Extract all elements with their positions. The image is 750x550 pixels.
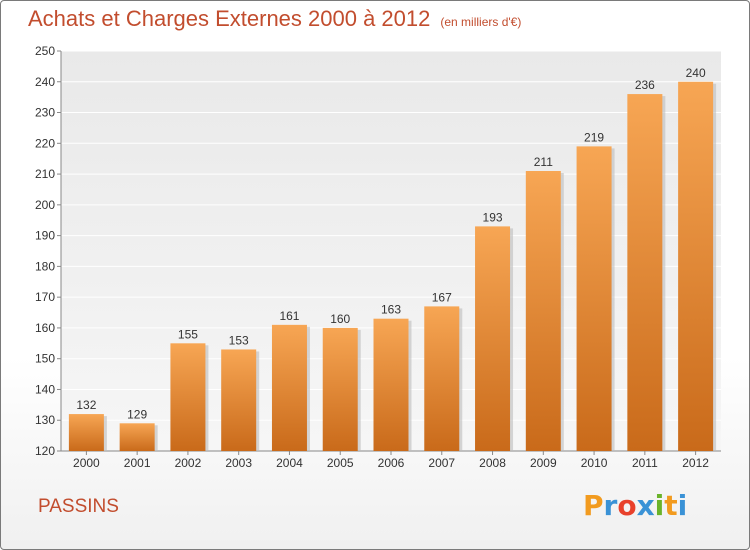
bar bbox=[322, 327, 358, 451]
bar-value-label: 163 bbox=[381, 303, 401, 317]
x-tick-label: 2006 bbox=[378, 456, 405, 470]
x-tick-label: 2004 bbox=[276, 456, 303, 470]
logo-letter: o bbox=[617, 489, 637, 522]
bar-value-label: 219 bbox=[584, 130, 604, 144]
bar bbox=[271, 324, 307, 451]
y-tick-label: 190 bbox=[35, 229, 55, 243]
y-tick-label: 160 bbox=[35, 321, 55, 335]
bar bbox=[170, 343, 206, 451]
bar bbox=[678, 81, 714, 452]
bar-value-label: 153 bbox=[229, 333, 249, 347]
bar-value-label: 167 bbox=[432, 290, 452, 304]
bar bbox=[576, 146, 612, 451]
bar bbox=[525, 171, 561, 451]
y-tick-label: 240 bbox=[35, 75, 55, 89]
logo-letter: x bbox=[636, 489, 655, 522]
bar-value-label: 129 bbox=[127, 407, 147, 421]
logo-letter: r bbox=[603, 489, 618, 522]
bar-value-label: 132 bbox=[76, 398, 96, 412]
y-tick-label: 210 bbox=[35, 167, 55, 181]
y-tick-label: 230 bbox=[35, 106, 55, 120]
logo-letter: i bbox=[654, 489, 665, 522]
chart-title-text: Achats et Charges Externes 2000 à 2012 bbox=[28, 6, 431, 31]
y-tick-label: 130 bbox=[35, 413, 55, 427]
y-tick-label: 140 bbox=[35, 382, 55, 396]
x-tick-label: 2002 bbox=[175, 456, 202, 470]
chart-subtitle: (en milliers d'€) bbox=[440, 15, 522, 29]
x-tick-label: 2012 bbox=[682, 456, 709, 470]
x-tick-label: 2009 bbox=[530, 456, 557, 470]
logo-letter: i bbox=[677, 489, 688, 522]
x-tick-label: 2011 bbox=[632, 456, 658, 470]
bar-value-label: 193 bbox=[483, 210, 503, 224]
logo-letter: P bbox=[583, 489, 604, 522]
proxiti-logo[interactable]: Proxiti bbox=[583, 489, 687, 522]
bar-value-label: 236 bbox=[635, 78, 655, 92]
x-tick-label: 2003 bbox=[225, 456, 252, 470]
y-tick-label: 200 bbox=[35, 198, 55, 212]
bar-value-label: 155 bbox=[178, 327, 198, 341]
y-tick-label: 150 bbox=[35, 352, 55, 366]
x-tick-label: 2005 bbox=[327, 456, 354, 470]
x-tick-label: 2007 bbox=[428, 456, 455, 470]
bar-value-label: 160 bbox=[330, 312, 350, 326]
chart-title: Achats et Charges Externes 2000 à 2012 (e… bbox=[28, 6, 521, 32]
y-tick-label: 170 bbox=[35, 290, 55, 304]
bar bbox=[119, 423, 155, 451]
x-tick-label: 2008 bbox=[479, 456, 506, 470]
bar bbox=[373, 318, 409, 451]
bar-value-label: 161 bbox=[279, 309, 299, 323]
x-tick-label: 2001 bbox=[124, 456, 151, 470]
bar-value-label: 211 bbox=[534, 155, 553, 169]
bar bbox=[627, 94, 663, 452]
y-tick-label: 180 bbox=[35, 259, 55, 273]
bar bbox=[221, 349, 257, 451]
bar-value-label: 240 bbox=[686, 66, 706, 80]
logo-letter: t bbox=[664, 489, 678, 522]
y-tick-label: 120 bbox=[35, 444, 55, 458]
x-tick-label: 2010 bbox=[581, 456, 608, 470]
chart-plot-area: 120 130 140 150 160 170 180 190 200 210 220 230 240 2… bbox=[35, 44, 721, 470]
bar bbox=[424, 306, 460, 451]
y-tick-label: 220 bbox=[35, 136, 55, 150]
y-tick-label: 250 bbox=[35, 44, 55, 58]
bar bbox=[475, 226, 511, 451]
bar bbox=[68, 414, 104, 451]
town-name: PASSINS bbox=[38, 496, 119, 517]
x-tick-label: 2000 bbox=[73, 456, 100, 470]
